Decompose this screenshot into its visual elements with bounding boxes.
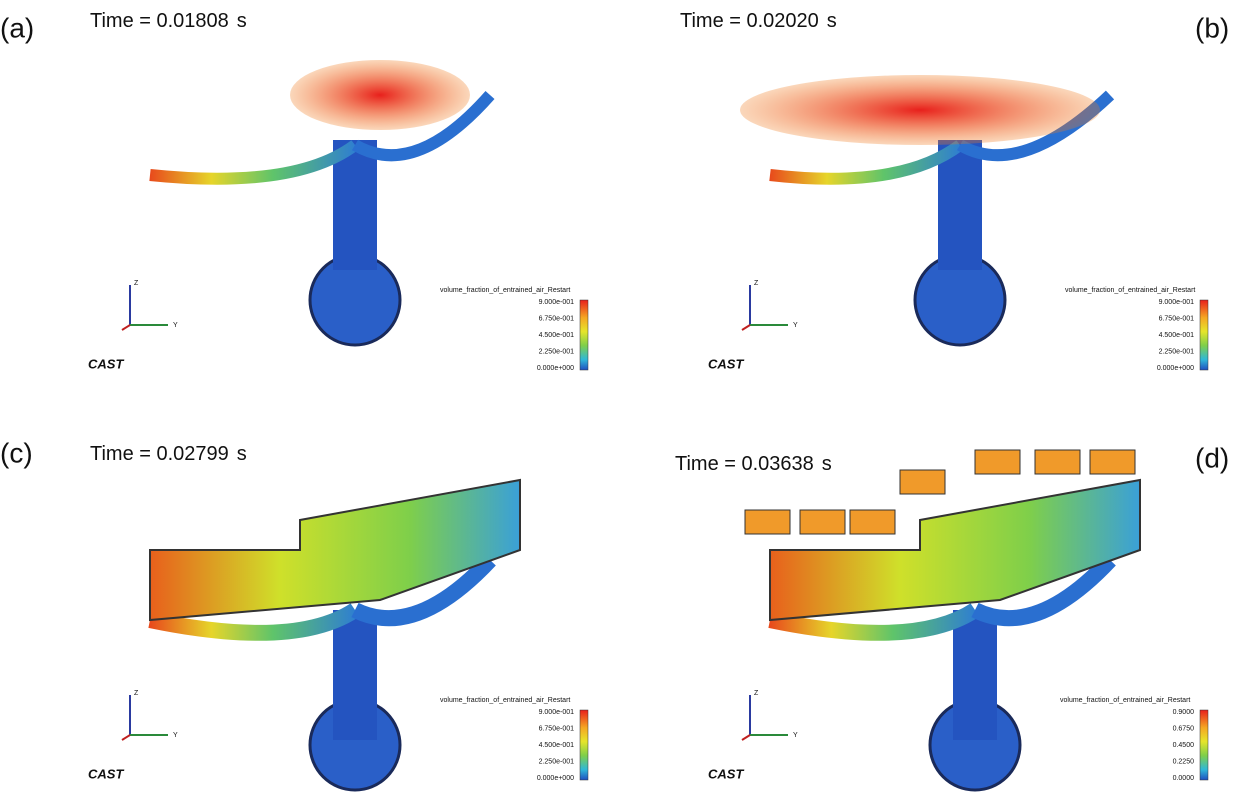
- logo: CAST: [88, 356, 124, 371]
- legend-tick-label: 4.500e-001: [539, 742, 575, 749]
- time-value: Time = 0.02020: [680, 10, 819, 32]
- axis-x: [742, 325, 750, 330]
- overflow: [900, 470, 945, 494]
- legend-tick-label: 6.750e-001: [539, 315, 575, 322]
- legend-tick-label: 9.000e-001: [539, 709, 575, 716]
- axis-z-label: Z: [134, 280, 139, 287]
- sprue: [333, 610, 377, 740]
- runner: [770, 145, 960, 179]
- time-label: Time = 0.03638 s: [675, 453, 832, 475]
- overflow: [850, 510, 895, 534]
- time-unit: s: [237, 443, 247, 465]
- axis-x: [122, 325, 130, 330]
- time-unit: s: [827, 10, 837, 32]
- legend-title: volume_fraction_of_entrained_air_Restart: [1060, 697, 1190, 704]
- panel: (a) Time = 0.01808 s volume_fraction_of_ent…: [0, 10, 588, 372]
- overflow: [800, 510, 845, 534]
- axis-z-label: Z: [754, 690, 759, 697]
- time-label: Time = 0.01808 s: [90, 10, 247, 32]
- legend-tick-label: 2.250e-001: [539, 348, 575, 355]
- air-front: [740, 75, 1100, 145]
- legend-tick-label: 0.000e+000: [537, 365, 574, 372]
- legend-tick-label: 0.000e+000: [1157, 365, 1194, 372]
- legend-tick-label: 4.500e-001: [539, 332, 575, 339]
- axis-x: [742, 735, 750, 740]
- legend-tick-label: 0.9000: [1173, 709, 1195, 716]
- legend-tick-label: 0.0000: [1173, 775, 1195, 782]
- legend-tick-label: 4.500e-001: [1159, 332, 1195, 339]
- panel-label: (c): [0, 437, 33, 468]
- overflow: [1090, 450, 1135, 474]
- colorbar: [1200, 300, 1208, 370]
- overflow: [1035, 450, 1080, 474]
- panel-label: (b): [1195, 12, 1229, 43]
- cavity: [770, 480, 1140, 620]
- axis-y-label: Y: [173, 732, 178, 739]
- legend-tick-label: 9.000e-001: [1159, 299, 1195, 306]
- colorbar: [1200, 710, 1208, 780]
- legend-tick-label: 0.000e+000: [537, 775, 574, 782]
- overflow: [745, 510, 790, 534]
- runner: [150, 145, 355, 179]
- panel: (d) Time = 0.03638 s volume_fraction_of_ent…: [675, 442, 1229, 790]
- logo: CAST: [708, 356, 744, 371]
- axis-z-label: Z: [134, 690, 139, 697]
- axis-z-label: Z: [754, 280, 759, 287]
- legend-title: volume_fraction_of_entrained_air_Restart: [440, 697, 570, 704]
- time-value: Time = 0.02799: [90, 443, 229, 465]
- time-value: Time = 0.03638: [675, 453, 814, 475]
- figure: (a) Time = 0.01808 s volume_fraction_of_ent…: [0, 0, 1243, 807]
- axis-y-label: Y: [793, 732, 798, 739]
- time-unit: s: [822, 453, 832, 475]
- legend-tick-label: 0.2250: [1173, 758, 1195, 765]
- axis-x: [122, 735, 130, 740]
- cavity: [150, 480, 520, 620]
- legend-tick-label: 2.250e-001: [539, 758, 575, 765]
- panel-label: (d): [1195, 442, 1229, 473]
- time-label: Time = 0.02799 s: [90, 443, 247, 465]
- legend-tick-label: 6.750e-001: [1159, 315, 1195, 322]
- time-label: Time = 0.02020 s: [680, 10, 837, 32]
- legend-tick-label: 0.6750: [1173, 725, 1195, 732]
- air-front: [290, 60, 470, 130]
- legend-tick-label: 9.000e-001: [539, 299, 575, 306]
- colorbar: [580, 300, 588, 370]
- overflow: [975, 450, 1020, 474]
- sprue: [953, 610, 997, 740]
- time-unit: s: [237, 10, 247, 32]
- legend-tick-label: 2.250e-001: [1159, 348, 1195, 355]
- legend-title: volume_fraction_of_entrained_air_Restart: [1065, 287, 1195, 294]
- axis-y-label: Y: [173, 322, 178, 329]
- axis-y-label: Y: [793, 322, 798, 329]
- time-value: Time = 0.01808: [90, 10, 229, 32]
- colorbar: [580, 710, 588, 780]
- legend-tick-label: 6.750e-001: [539, 725, 575, 732]
- panel: (b) Time = 0.02020 s volume_fraction_of_ent…: [680, 10, 1229, 372]
- logo: CAST: [88, 766, 124, 781]
- legend-title: volume_fraction_of_entrained_air_Restart: [440, 287, 570, 294]
- panel: (c) Time = 0.02799 s volume_fraction_of_ent…: [0, 437, 588, 790]
- panel-label: (a): [0, 12, 34, 43]
- legend-tick-label: 0.4500: [1173, 742, 1195, 749]
- logo: CAST: [708, 766, 744, 781]
